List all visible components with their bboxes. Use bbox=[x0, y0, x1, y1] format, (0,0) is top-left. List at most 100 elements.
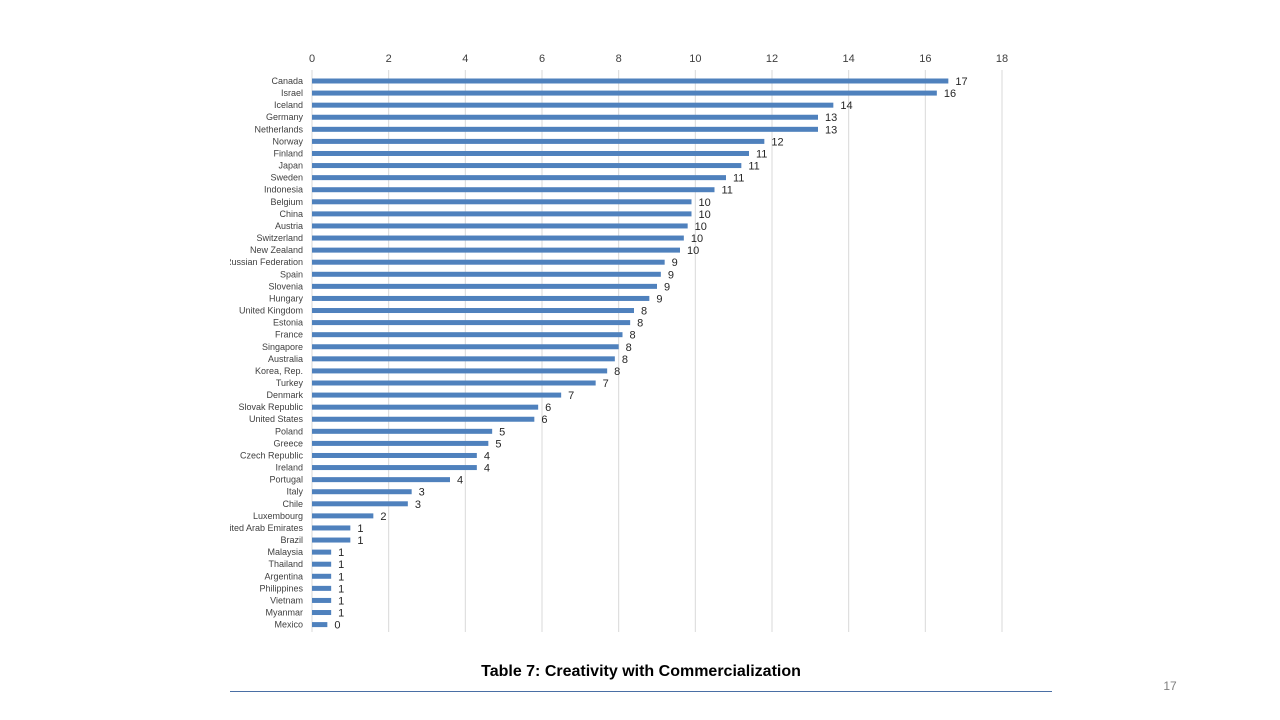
data-label: 1 bbox=[357, 535, 363, 547]
category-label: Philippines bbox=[259, 583, 303, 593]
bar bbox=[312, 138, 765, 144]
bar bbox=[312, 78, 949, 84]
data-label: 11 bbox=[748, 161, 759, 173]
data-label: 5 bbox=[495, 438, 501, 450]
x-tick-label: 6 bbox=[539, 53, 545, 65]
bar bbox=[312, 344, 619, 350]
x-tick-label: 0 bbox=[309, 53, 315, 65]
bar bbox=[312, 332, 623, 338]
x-tick-label: 14 bbox=[843, 53, 855, 65]
bar bbox=[312, 175, 726, 181]
bar bbox=[312, 271, 661, 277]
x-tick-label: 8 bbox=[616, 53, 622, 65]
category-label: United Arab Emirates bbox=[218, 523, 304, 533]
category-label: Ireland bbox=[275, 463, 303, 473]
bar bbox=[312, 452, 477, 458]
category-label: Estonia bbox=[273, 318, 303, 328]
bar bbox=[312, 513, 374, 519]
data-label: 3 bbox=[415, 499, 421, 511]
bar bbox=[312, 163, 742, 169]
data-label: 7 bbox=[603, 378, 609, 390]
data-label: 4 bbox=[484, 450, 490, 462]
bar bbox=[312, 320, 631, 326]
data-label: 8 bbox=[637, 318, 643, 330]
data-label: 6 bbox=[541, 414, 547, 426]
category-label: Turkey bbox=[276, 378, 304, 388]
bar bbox=[312, 283, 657, 289]
category-label: Hungary bbox=[269, 293, 304, 303]
bar bbox=[312, 404, 539, 410]
bar bbox=[312, 428, 493, 434]
category-label: Iceland bbox=[274, 100, 303, 110]
bar bbox=[312, 440, 489, 446]
data-label: 1 bbox=[338, 571, 344, 583]
x-tick-label: 2 bbox=[386, 53, 392, 65]
bar bbox=[312, 392, 562, 398]
data-label: 5 bbox=[499, 426, 505, 438]
category-label: Mexico bbox=[274, 620, 303, 630]
bar bbox=[312, 114, 818, 120]
bar bbox=[312, 597, 332, 603]
bar bbox=[312, 211, 692, 217]
data-label: 8 bbox=[622, 354, 628, 366]
data-label: 1 bbox=[338, 595, 344, 607]
bar bbox=[312, 549, 332, 555]
data-label: 4 bbox=[457, 475, 463, 487]
bar bbox=[312, 150, 749, 156]
data-label: 6 bbox=[545, 402, 551, 414]
category-label: Greece bbox=[273, 438, 303, 448]
category-label: Luxembourg bbox=[253, 511, 303, 521]
bar bbox=[312, 501, 408, 507]
bar bbox=[312, 187, 715, 193]
bar bbox=[312, 622, 328, 628]
bar bbox=[312, 525, 351, 531]
bar bbox=[312, 259, 665, 265]
data-label: 7 bbox=[568, 390, 574, 402]
data-label: 1 bbox=[357, 523, 363, 535]
data-label: 9 bbox=[668, 269, 674, 281]
x-tick-label: 12 bbox=[766, 53, 778, 65]
category-label: Japan bbox=[278, 161, 303, 171]
bar bbox=[312, 308, 634, 314]
category-label: United States bbox=[249, 414, 304, 424]
bar bbox=[312, 573, 332, 579]
category-label: Denmark bbox=[266, 390, 303, 400]
data-label: 13 bbox=[825, 124, 837, 136]
category-label: Spain bbox=[280, 269, 303, 279]
category-label: Czech Republic bbox=[240, 450, 304, 460]
category-label: Poland bbox=[275, 426, 303, 436]
category-label: Canada bbox=[271, 76, 303, 86]
category-label: Switzerland bbox=[256, 233, 303, 243]
data-label: 1 bbox=[338, 559, 344, 571]
category-label: Norway bbox=[272, 136, 303, 146]
data-label: 10 bbox=[687, 245, 699, 257]
category-label: Italy bbox=[286, 487, 303, 497]
bar bbox=[312, 247, 680, 253]
bar bbox=[312, 295, 650, 301]
x-tick-label: 4 bbox=[462, 53, 468, 65]
category-label: Myanmar bbox=[265, 608, 303, 618]
category-label: Netherlands bbox=[254, 124, 303, 134]
data-label: 1 bbox=[338, 608, 344, 620]
category-label: Portugal bbox=[269, 475, 303, 485]
category-label: Russian Federation bbox=[225, 257, 303, 267]
category-label: Vietnam bbox=[270, 595, 303, 605]
data-label: 2 bbox=[380, 511, 386, 523]
bar bbox=[312, 585, 332, 591]
data-label: 11 bbox=[756, 148, 767, 160]
data-label: 12 bbox=[771, 136, 783, 148]
data-label: 11 bbox=[733, 173, 744, 185]
x-tick-label: 10 bbox=[689, 53, 701, 65]
bar bbox=[312, 489, 412, 495]
bar bbox=[312, 610, 332, 616]
footer-divider bbox=[230, 691, 1052, 692]
category-label: Chile bbox=[282, 499, 303, 509]
data-label: 0 bbox=[334, 620, 340, 632]
bar bbox=[312, 235, 684, 241]
chart-caption: Table 7: Creativity with Commercializati… bbox=[481, 663, 801, 680]
category-label: China bbox=[279, 209, 303, 219]
x-tick-label: 18 bbox=[996, 53, 1008, 65]
data-label: 10 bbox=[699, 209, 711, 221]
category-label: Argentina bbox=[264, 571, 303, 581]
